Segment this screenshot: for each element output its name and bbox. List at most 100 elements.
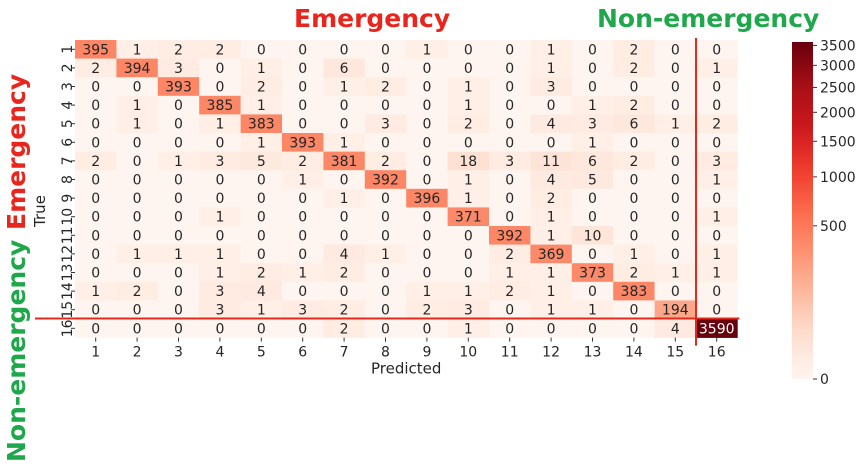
cell-value-label: 0 [381,98,390,114]
heatmap-cell [406,281,448,301]
heatmap-cell [282,188,324,208]
heatmap-cell [116,244,159,264]
heatmap-cell [654,226,697,245]
cell-value-label: 0 [133,80,142,96]
heatmap-cell [157,114,200,134]
heatmap-cell [323,263,366,283]
cell-value-label: 0 [381,266,390,282]
heatmap-cell [282,151,324,171]
heatmap-cell [571,207,614,227]
cell-value-label: 0 [712,135,721,151]
cell-value-label: 0 [91,80,100,96]
y-tick-label: 13 [60,264,76,282]
cell-value-label: 0 [588,284,597,300]
cell-value-label: 1 [464,173,473,189]
heatmap-cell [447,151,490,171]
cell-value-label: 6 [340,61,349,77]
cell-value-label: 2 [257,266,266,282]
heatmap-cell [654,319,697,338]
cell-value-label: 2 [505,284,514,300]
heatmap-cell [489,319,531,338]
cell-value-label: 3 [464,303,473,319]
cell-value-label: 1 [712,61,721,77]
cell-value-label: 0 [133,321,142,337]
heatmap-cell [696,77,738,97]
cell-value-label: 2 [464,117,473,133]
cell-value-label: 0 [174,321,183,337]
cell-value-label: 4 [340,247,349,263]
heatmap-cell [696,114,738,134]
heatmap-cell [323,77,366,97]
heatmap-cell [654,77,697,97]
cell-value-label: 393 [165,80,192,96]
heatmap-cell [364,244,407,264]
heatmap-cell [199,95,241,115]
cell-value-label: 3590 [699,321,735,337]
heatmap-cell [364,151,407,171]
cell-value-label: 3 [547,80,556,96]
heatmap-cell [199,188,241,208]
cell-value-label: 0 [422,173,431,189]
x-tick-label: 15 [666,345,684,361]
cell-value-label: 0 [381,191,390,207]
heatmap-cell [323,281,366,301]
heatmap-cell [530,170,573,190]
heatmap-cell [571,226,614,245]
cell-value-label: 0 [505,303,514,319]
cell-value-label: 1 [257,98,266,114]
heatmap-cell [116,281,159,301]
x-tick-label: 12 [542,345,560,361]
heatmap-cell [406,319,448,338]
cell-value-label: 0 [422,80,431,96]
cell-value-label: 0 [671,80,680,96]
heatmap-cell [157,319,200,338]
cell-value-label: 0 [629,228,638,244]
heatmap-cell [406,207,448,227]
cell-value-label: 0 [91,210,100,226]
heatmap-cell [696,95,738,115]
heatmap-cell [240,188,283,208]
heatmap-cell [199,319,241,338]
heatmap-cell [406,263,448,283]
heatmap-cell [530,188,573,208]
heatmap-cell [696,300,738,320]
cell-value-label: 0 [629,135,638,151]
cell-value-label: 0 [464,135,473,151]
heatmap-cell [654,95,697,115]
heatmap-cell [571,77,614,97]
cell-value-label: 0 [712,228,721,244]
cell-value-label: 0 [629,80,638,96]
cell-value-label: 0 [422,228,431,244]
heatmap-cell [654,188,697,208]
heatmap-cell [199,77,241,97]
cell-value-label: 1 [133,42,142,58]
heatmap-cell [571,151,614,171]
cell-value-label: 0 [298,191,307,207]
cell-value-label: 2 [629,154,638,170]
heatmap-cell [323,58,366,78]
heatmap-cell [116,133,159,152]
heatmap-cell [447,207,490,227]
cell-value-label: 1 [712,173,721,189]
cell-value-label: 2 [133,284,142,300]
heatmap-cell [406,95,448,115]
heatmap-cell [116,207,159,227]
cell-value-label: 2 [422,303,431,319]
heatmap-cell [654,281,697,301]
cell-value-label: 2 [505,247,514,263]
cell-value-label: 1 [547,42,556,58]
cell-value-label: 0 [133,228,142,244]
cell-value-label: 0 [298,284,307,300]
cell-value-label: 1 [588,303,597,319]
cell-value-label: 0 [91,321,100,337]
heatmap-cell [282,77,324,97]
cell-value-label: 0 [547,135,556,151]
heatmap-cell [282,207,324,227]
cell-value-label: 383 [248,117,275,133]
cell-value-label: 1 [340,80,349,96]
colorbar-tick-label: 3500 [820,38,856,54]
cell-value-label: 1 [712,247,721,263]
heatmap-cell [75,170,117,190]
heatmap-cell [530,114,573,134]
cell-value-label: 394 [124,61,151,77]
